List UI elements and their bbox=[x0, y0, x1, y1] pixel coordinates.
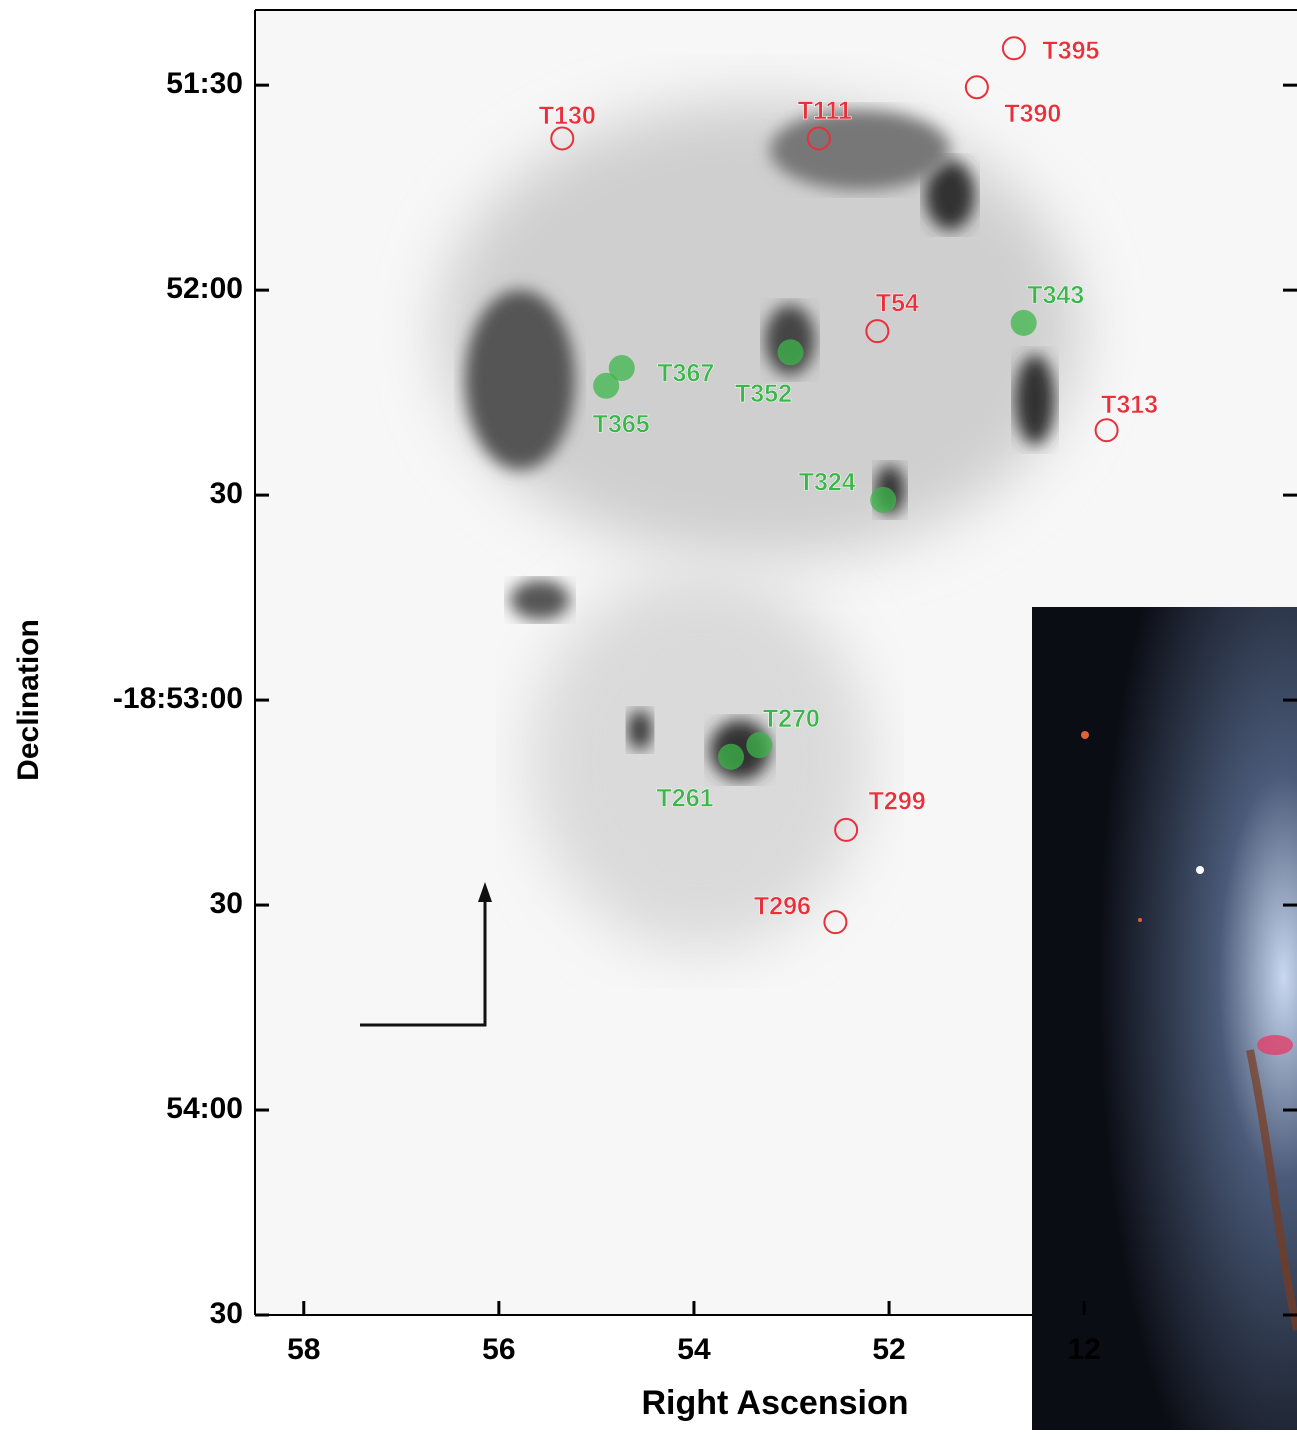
source-label: T130 bbox=[539, 102, 596, 130]
source-label: T365 bbox=[593, 410, 650, 438]
y-tick-label: -18:53:00 bbox=[113, 682, 243, 715]
source-label: T296 bbox=[754, 893, 811, 921]
source-label: T111 bbox=[798, 97, 852, 125]
y-tick-label: 51:30 bbox=[166, 67, 243, 100]
source-label: T367 bbox=[657, 360, 714, 388]
source-label: T54 bbox=[876, 290, 919, 318]
y-tick-label: 30 bbox=[210, 1297, 243, 1330]
y-axis-label: Declination bbox=[12, 619, 45, 781]
source-label: T390 bbox=[1004, 100, 1061, 128]
source-marker bbox=[593, 373, 619, 399]
source-marker bbox=[1011, 310, 1037, 336]
source-label: T299 bbox=[869, 788, 926, 816]
chart: Right Ascension Declination T395 T390 T130… bbox=[0, 0, 1297, 1430]
source-marker bbox=[718, 744, 744, 770]
x-tick-label: 56 bbox=[482, 1333, 515, 1366]
source-marker bbox=[746, 732, 772, 758]
y-tick-label: 30 bbox=[210, 887, 243, 920]
source-label: T324 bbox=[799, 468, 856, 496]
source-marker bbox=[778, 339, 804, 365]
source-label: T270 bbox=[763, 705, 820, 733]
source-marker bbox=[870, 487, 896, 513]
x-axis-label: Right Ascension bbox=[642, 1384, 909, 1422]
y-tick-label: 54:00 bbox=[166, 1092, 243, 1125]
y-tick-label: 30 bbox=[210, 477, 243, 510]
x-tick-label: 54 bbox=[677, 1333, 711, 1366]
y-tick-label: 52:00 bbox=[166, 272, 243, 305]
source-label: T343 bbox=[1027, 282, 1084, 310]
x-tick-label: 52 bbox=[872, 1333, 905, 1366]
source-label: T352 bbox=[735, 380, 792, 408]
inset-photo bbox=[1032, 607, 1297, 1430]
x-tick-label: 58 bbox=[287, 1333, 320, 1366]
source-label: T395 bbox=[1042, 37, 1099, 65]
source-label: T261 bbox=[657, 784, 714, 812]
source-label: T313 bbox=[1101, 391, 1158, 419]
x-tick-label: 12 bbox=[1067, 1333, 1100, 1366]
